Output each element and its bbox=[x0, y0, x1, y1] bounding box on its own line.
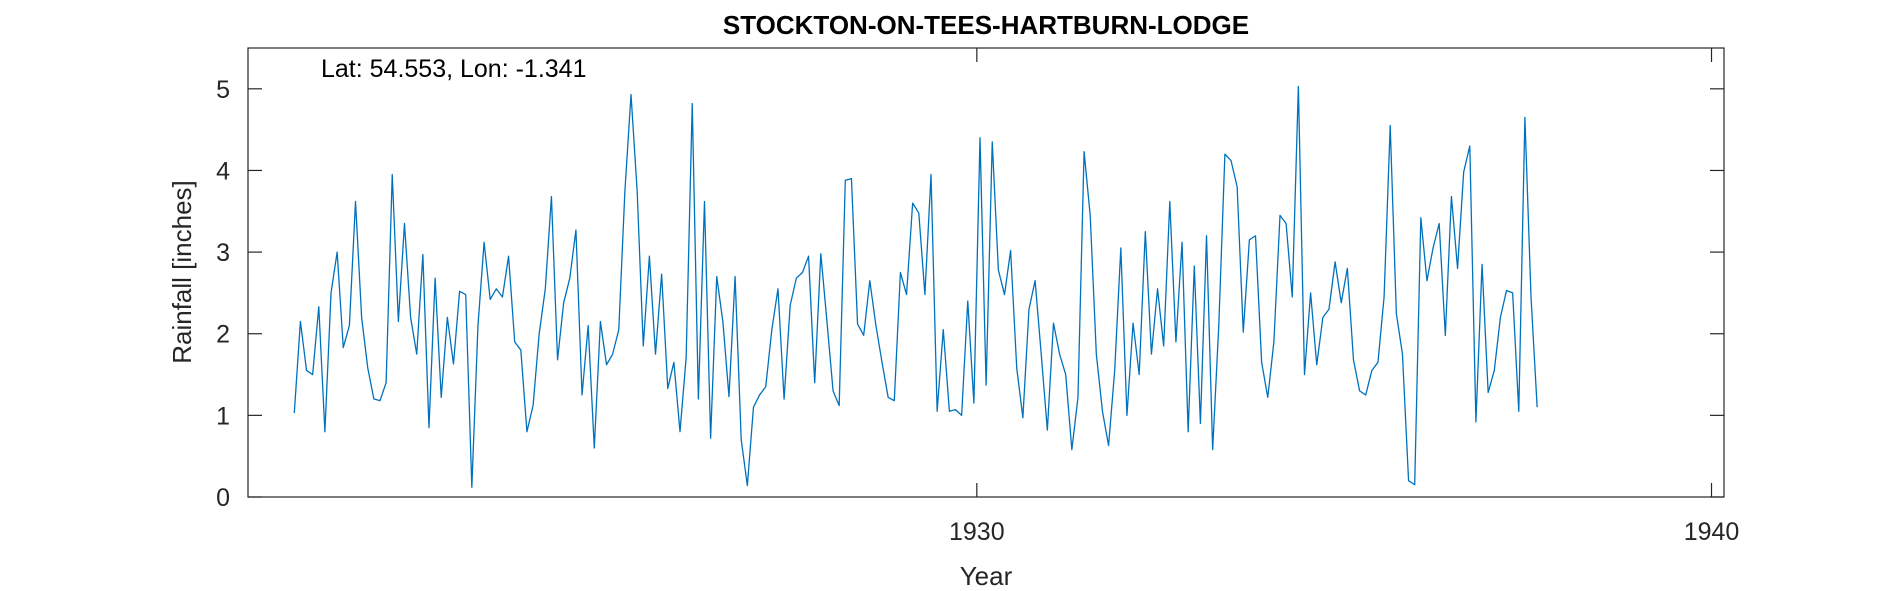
chart-title: STOCKTON-ON-TEES-HARTBURN-LODGE bbox=[723, 10, 1249, 40]
series-group bbox=[293, 85, 1538, 488]
station-coordinates-label: Lat: 54.553, Lon: -1.341 bbox=[321, 55, 587, 83]
axes-frame bbox=[247, 47, 1725, 498]
y-tick-label: 5 bbox=[216, 76, 230, 104]
y-tick-label: 2 bbox=[216, 321, 230, 349]
y-tick-label: 3 bbox=[216, 239, 230, 267]
plot-area bbox=[248, 48, 1724, 497]
y-tick-label: 1 bbox=[216, 402, 230, 430]
y-axis-label: Rainfall [inches] bbox=[167, 180, 197, 364]
x-tick-label: 1940 bbox=[1684, 518, 1740, 546]
x-axis-ticks: 1930 1940 bbox=[949, 48, 1739, 546]
rainfall-series-line bbox=[293, 85, 1538, 488]
x-axis-label: Year bbox=[960, 561, 1013, 591]
y-tick-label: 0 bbox=[216, 484, 230, 512]
y-axis-ticks: 0 1 2 3 4 5 bbox=[216, 76, 1724, 512]
y-tick-label: 4 bbox=[216, 157, 230, 185]
x-tick-label: 1930 bbox=[949, 518, 1005, 546]
axes-box bbox=[247, 47, 1725, 498]
